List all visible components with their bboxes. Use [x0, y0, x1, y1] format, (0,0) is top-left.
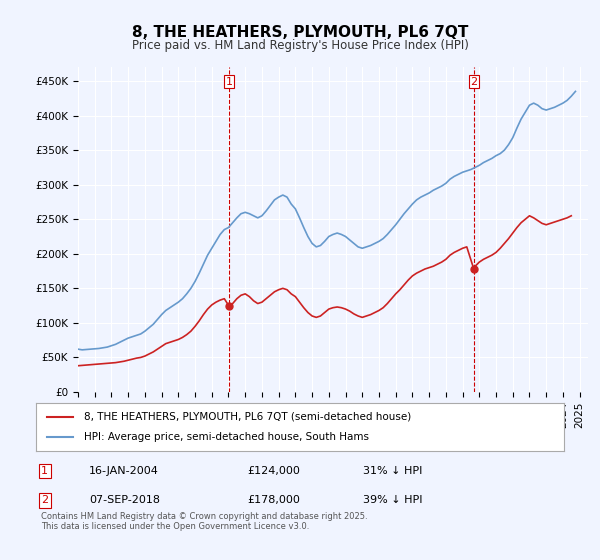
Text: 1: 1 [41, 466, 48, 476]
Text: HPI: Average price, semi-detached house, South Hams: HPI: Average price, semi-detached house,… [83, 432, 368, 442]
Text: 8, THE HEATHERS, PLYMOUTH, PL6 7QT (semi-detached house): 8, THE HEATHERS, PLYMOUTH, PL6 7QT (semi… [83, 412, 411, 422]
Text: £178,000: £178,000 [247, 496, 300, 505]
Text: 31% ↓ HPI: 31% ↓ HPI [364, 466, 423, 476]
Text: 39% ↓ HPI: 39% ↓ HPI [364, 496, 423, 505]
Text: Contains HM Land Registry data © Crown copyright and database right 2025.
This d: Contains HM Land Registry data © Crown c… [41, 512, 368, 531]
Text: £124,000: £124,000 [247, 466, 300, 476]
Text: Price paid vs. HM Land Registry's House Price Index (HPI): Price paid vs. HM Land Registry's House … [131, 39, 469, 52]
Text: 16-JAN-2004: 16-JAN-2004 [89, 466, 158, 476]
Text: 2: 2 [41, 496, 49, 505]
Text: 8, THE HEATHERS, PLYMOUTH, PL6 7QT: 8, THE HEATHERS, PLYMOUTH, PL6 7QT [132, 25, 468, 40]
Text: 2: 2 [470, 77, 478, 87]
Text: 1: 1 [226, 77, 233, 87]
Text: 07-SEP-2018: 07-SEP-2018 [89, 496, 160, 505]
